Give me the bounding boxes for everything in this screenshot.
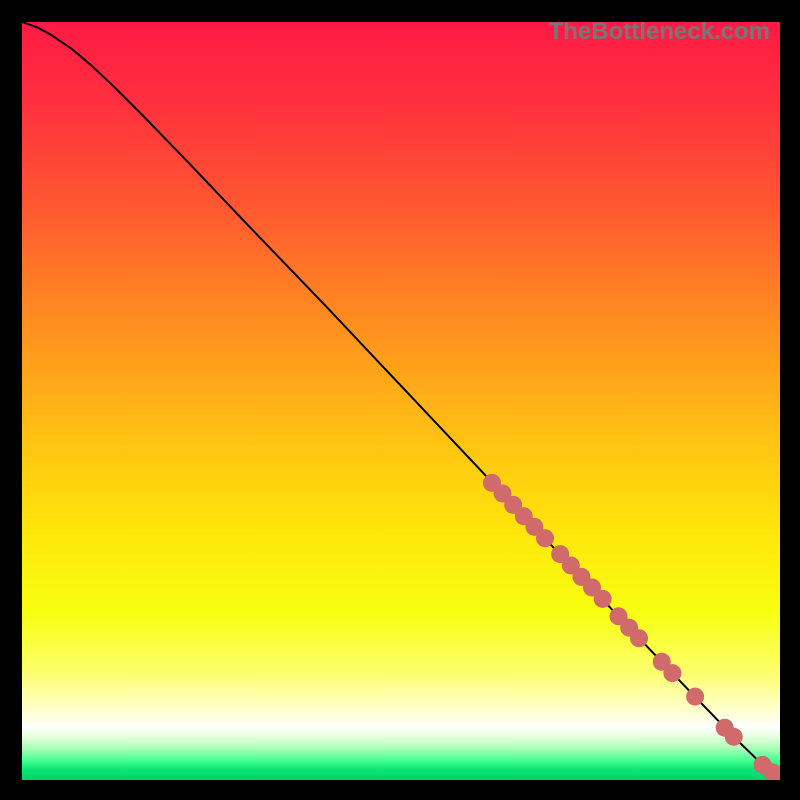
- data-marker: [663, 664, 681, 682]
- data-marker: [686, 688, 704, 706]
- data-marker: [536, 529, 554, 547]
- data-marker: [594, 590, 612, 608]
- plot-svg: [22, 22, 780, 780]
- data-marker: [725, 728, 743, 746]
- data-marker: [630, 629, 648, 647]
- plot-area: TheBottleneck.com: [22, 22, 780, 780]
- chart-stage: TheBottleneck.com: [0, 0, 800, 800]
- watermark-text: TheBottleneck.com: [549, 22, 770, 46]
